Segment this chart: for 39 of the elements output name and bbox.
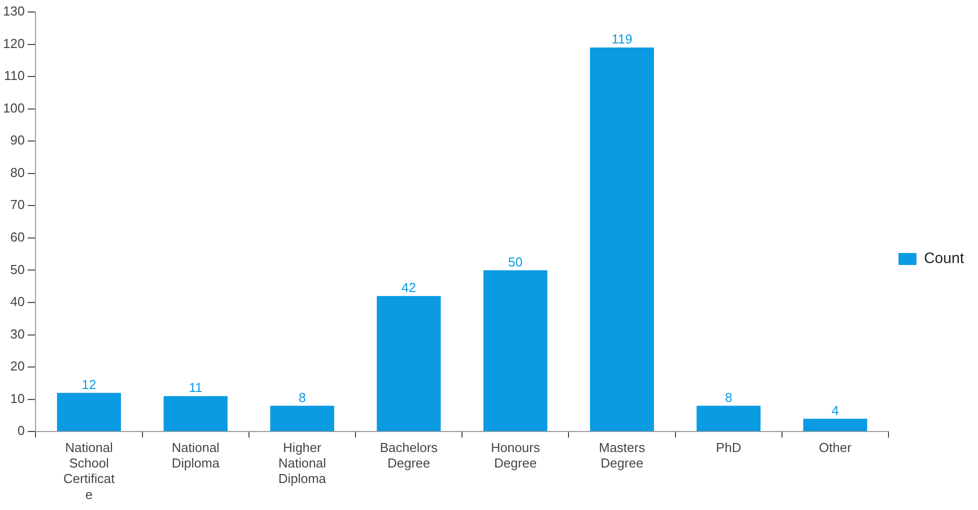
bar — [696, 406, 761, 432]
bar — [376, 296, 441, 432]
y-tick-label: 20 — [10, 358, 25, 374]
x-tick-label: Higher National Diploma — [278, 440, 327, 486]
y-tick-label: 30 — [10, 326, 25, 342]
data-label: 11 — [188, 380, 202, 396]
y-tick-label: 40 — [10, 294, 25, 310]
x-tick-label: Other — [818, 440, 852, 455]
bar — [164, 396, 228, 432]
y-tick-label: 10 — [10, 390, 25, 406]
x-tick-label: Honours Degree — [490, 440, 540, 471]
bar — [803, 418, 868, 432]
data-label: 4 — [832, 402, 839, 418]
y-tick-label: 0 — [17, 423, 25, 438]
data-label: 8 — [298, 390, 306, 405]
x-tick-label: National School Certificate — [63, 440, 116, 502]
y-tick-label: 110 — [4, 68, 25, 84]
y-tick-label: 50 — [10, 262, 25, 277]
y-tick-label: 130 — [2, 4, 25, 19]
data-label: 12 — [82, 376, 96, 392]
y-tick-label: 80 — [10, 164, 25, 180]
legend-label: Count — [924, 250, 965, 268]
y-tick-label: 70 — [10, 197, 25, 212]
bar — [57, 392, 121, 432]
data-label: 119 — [612, 32, 632, 47]
bar — [483, 270, 548, 432]
y-tick-label: 100 — [2, 100, 25, 116]
x-tick-label: Bachelors Degree — [380, 440, 438, 471]
y-tick-label: 60 — [10, 230, 25, 245]
bar — [590, 48, 654, 432]
x-tick-label: PhD — [716, 440, 742, 455]
data-label: 50 — [508, 254, 523, 270]
data-label: 8 — [724, 390, 732, 405]
data-label: 42 — [402, 280, 416, 296]
y-tick-label: 90 — [10, 132, 25, 148]
x-tick-label: National Diploma — [172, 440, 220, 471]
bar — [270, 406, 334, 432]
x-tick-label: Masters Degree — [598, 440, 646, 471]
y-tick-label: 120 — [2, 36, 25, 51]
